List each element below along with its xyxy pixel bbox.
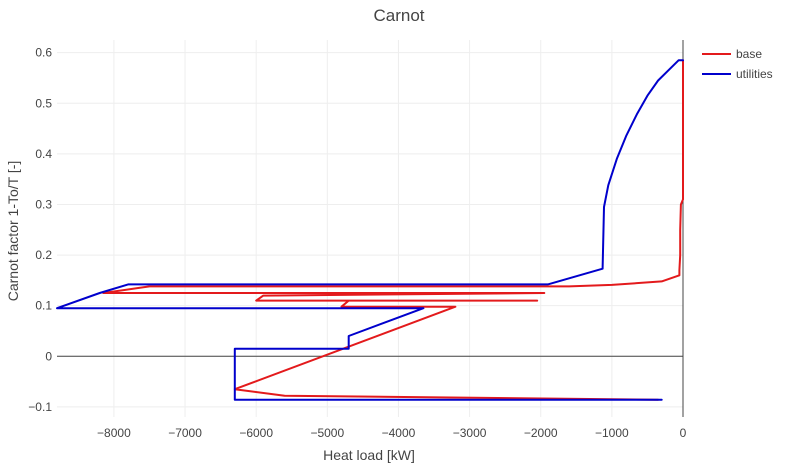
y-axis-ticks: −0.1 0 0.1 0.2 0.3 0.4 0.5 0.6	[28, 46, 52, 414]
x-tick-label: −8000	[97, 426, 131, 440]
legend-label-utilities: utilities	[736, 67, 773, 81]
series-lines	[56, 59, 684, 401]
y-tick-label: 0.2	[35, 248, 52, 262]
x-tick-label: −4000	[382, 426, 416, 440]
series-line-base	[102, 59, 684, 401]
y-tick-label: 0.6	[35, 46, 52, 60]
x-tick-label: 0	[680, 426, 687, 440]
y-tick-label: 0.4	[35, 147, 52, 161]
x-tick-label: −7000	[168, 426, 202, 440]
x-tick-label: −6000	[239, 426, 273, 440]
legend-label-base: base	[736, 47, 762, 61]
legend: base utilities	[702, 47, 773, 81]
y-tick-label: 0.1	[35, 299, 52, 313]
series-line-utilities	[56, 59, 684, 401]
y-tick-label: 0	[45, 349, 52, 363]
y-axis-title: Carnot factor 1-To/T [-]	[5, 161, 21, 302]
zero-lines	[57, 40, 684, 417]
x-tick-label: −2000	[524, 426, 558, 440]
chart-title: Carnot	[373, 6, 424, 25]
y-tick-label: 0.3	[35, 197, 52, 211]
x-axis-title: Heat load [kW]	[323, 447, 415, 463]
x-tick-label: −5000	[310, 426, 344, 440]
x-tick-label: −1000	[595, 426, 629, 440]
x-axis-ticks: −8000 −7000 −6000 −5000 −4000 −3000 −2000 −1000…	[97, 426, 687, 440]
y-tick-label: −0.1	[28, 400, 52, 414]
grid-lines	[57, 40, 684, 417]
x-tick-label: −3000	[453, 426, 487, 440]
y-tick-label: 0.5	[35, 96, 52, 110]
